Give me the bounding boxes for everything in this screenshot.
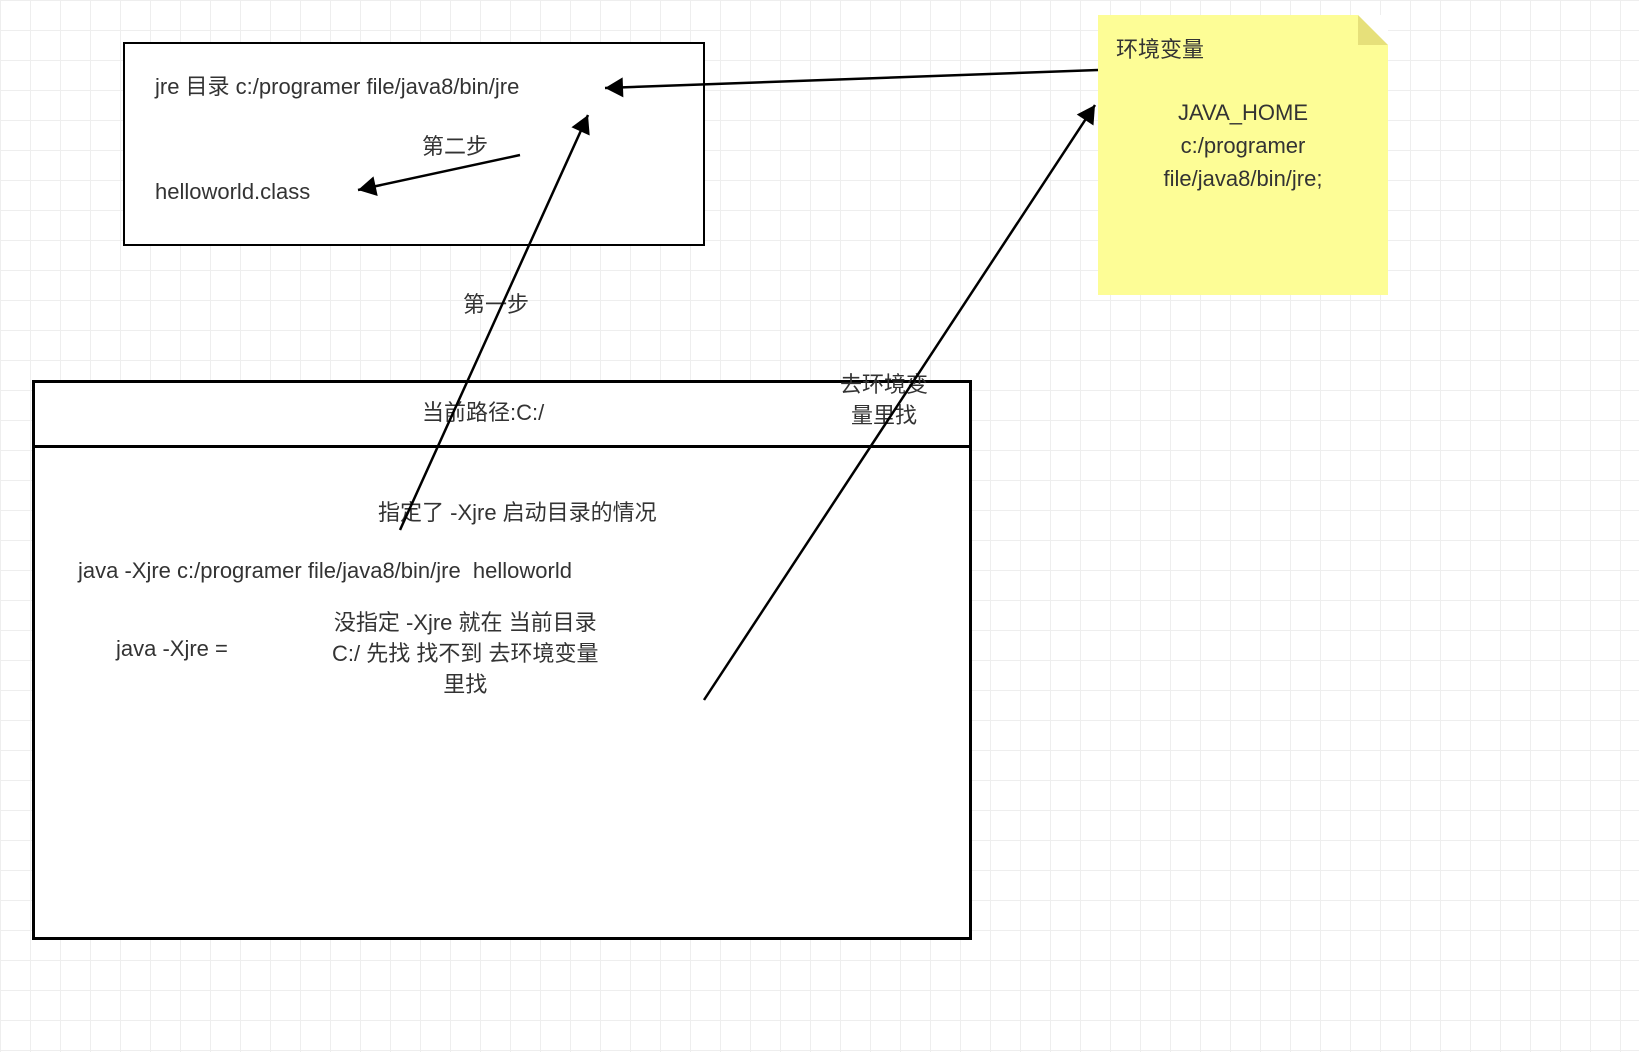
env-var-sticky-note: 环境变量 JAVA_HOME c:/programer file/java8/b… [1098,15,1388,295]
java-command-specified-text: java -Xjre c:/programer file/java8/bin/j… [78,556,572,587]
find-in-env-label: 去环境变 量里找 [840,370,928,432]
sticky-line-1: JAVA_HOME [1116,96,1370,129]
specified-xjre-text: 指定了 -Xjre 启动目录的情况 [378,498,657,529]
helloworld-class-text: helloworld.class [155,177,310,208]
sticky-line-3: file/java8/bin/jre; [1116,162,1370,195]
jre-path-text: jre 目录 c:/programer file/java8/bin/jre [155,72,519,103]
not-specified-explanation-text: 没指定 -Xjre 就在 当前目录 C:/ 先找 找不到 去环境变量 里找 [332,608,598,700]
current-path-header-text: 当前路径:C:/ [422,398,544,429]
step-1-label: 第一步 [463,290,529,321]
step-2-label: 第二步 [422,132,488,163]
sticky-title: 环境变量 [1116,33,1370,66]
sticky-line-2: c:/programer [1116,129,1370,162]
java-command-empty-text: java -Xjre = [116,634,228,665]
